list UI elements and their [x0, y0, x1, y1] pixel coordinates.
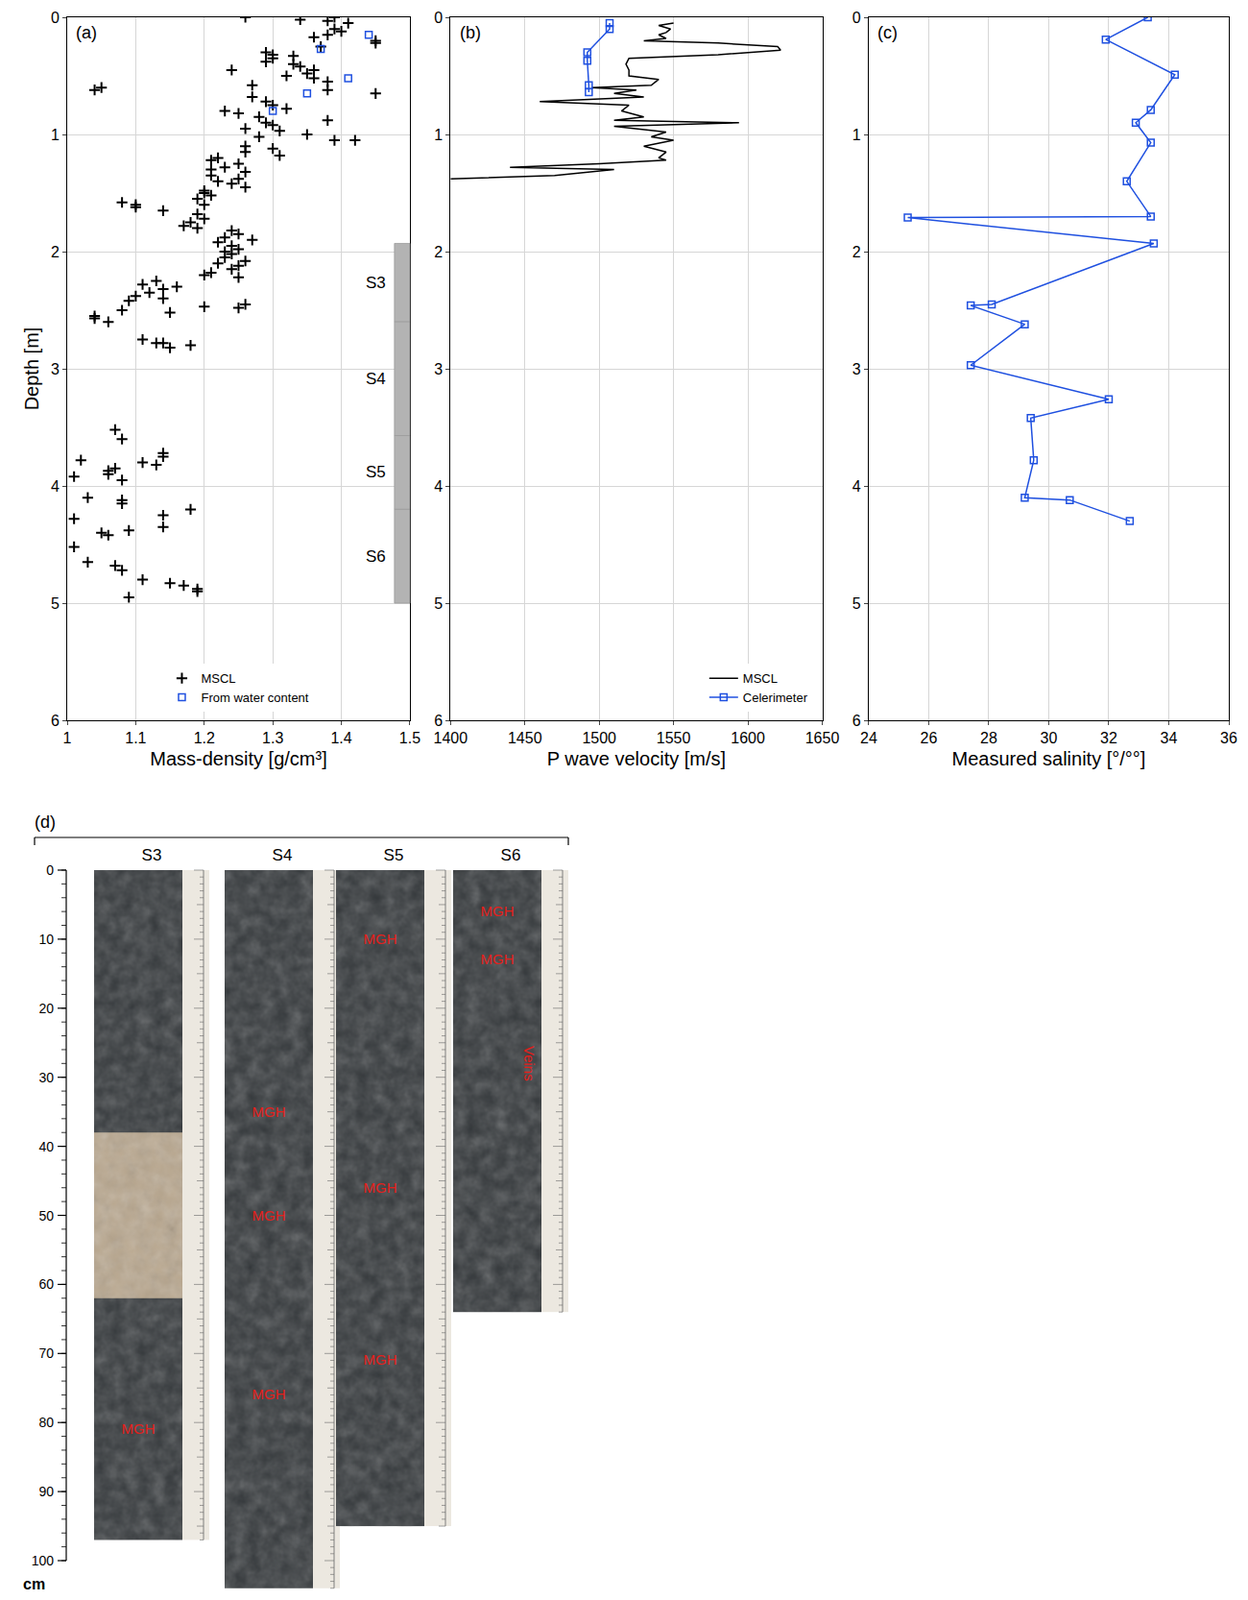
- svg-text:3: 3: [50, 360, 60, 378]
- svg-text:MSCL: MSCL: [200, 671, 236, 686]
- svg-text:S4: S4: [365, 369, 386, 388]
- svg-text:50: 50: [38, 1207, 54, 1224]
- svg-text:S6: S6: [501, 845, 522, 864]
- svg-text:0: 0: [50, 9, 60, 26]
- svg-text:MGH: MGH: [252, 1103, 287, 1120]
- svg-text:5: 5: [852, 595, 862, 612]
- svg-text:S4: S4: [272, 845, 293, 864]
- svg-text:80: 80: [38, 1414, 54, 1430]
- svg-text:S5: S5: [365, 462, 386, 481]
- svg-text:1.1: 1.1: [124, 729, 146, 746]
- svg-text:3: 3: [852, 360, 862, 378]
- svg-text:0: 0: [433, 9, 443, 26]
- svg-text:0: 0: [46, 862, 54, 878]
- svg-text:MGH: MGH: [480, 950, 515, 967]
- svg-text:2: 2: [852, 243, 862, 261]
- svg-text:(b): (b): [459, 23, 481, 43]
- svg-text:10: 10: [38, 931, 54, 947]
- svg-text:90: 90: [38, 1483, 54, 1499]
- svg-text:P wave velocity [m/s]: P wave velocity [m/s]: [547, 747, 726, 769]
- svg-text:34: 34: [1160, 729, 1178, 746]
- svg-text:4: 4: [433, 478, 443, 495]
- svg-text:24: 24: [860, 729, 878, 746]
- svg-text:60: 60: [38, 1275, 54, 1292]
- svg-text:1500: 1500: [581, 729, 617, 746]
- svg-text:2: 2: [50, 243, 60, 261]
- svg-text:5: 5: [433, 595, 443, 612]
- svg-text:1450: 1450: [507, 729, 543, 746]
- svg-text:1.5: 1.5: [399, 729, 421, 746]
- svg-text:1: 1: [433, 126, 443, 144]
- svg-text:36: 36: [1220, 729, 1238, 746]
- svg-text:4: 4: [50, 478, 60, 495]
- svg-text:1400: 1400: [433, 729, 469, 746]
- svg-text:S6: S6: [365, 547, 386, 566]
- svg-text:1: 1: [50, 126, 60, 144]
- svg-text:1650: 1650: [805, 729, 840, 746]
- svg-text:MGH: MGH: [480, 902, 515, 919]
- svg-text:Depth [m]: Depth [m]: [21, 327, 43, 411]
- svg-text:1.3: 1.3: [262, 729, 284, 746]
- svg-text:1: 1: [63, 729, 72, 746]
- svg-text:0: 0: [852, 9, 862, 26]
- svg-text:6: 6: [50, 712, 60, 729]
- svg-text:40: 40: [38, 1138, 54, 1154]
- svg-text:Measured salinity [°/°°]: Measured salinity [°/°°]: [952, 747, 1147, 769]
- svg-text:MGH: MGH: [363, 1178, 398, 1196]
- svg-text:(a): (a): [75, 23, 97, 43]
- svg-text:S3: S3: [365, 273, 386, 292]
- svg-text:MGH: MGH: [121, 1419, 156, 1437]
- svg-text:(c): (c): [877, 23, 898, 43]
- svg-text:30: 30: [38, 1069, 54, 1085]
- svg-text:1550: 1550: [656, 729, 692, 746]
- svg-text:1600: 1600: [730, 729, 766, 746]
- svg-text:1.2: 1.2: [193, 729, 216, 746]
- svg-text:32: 32: [1100, 729, 1118, 746]
- svg-text:1: 1: [852, 126, 862, 144]
- svg-text:30: 30: [1040, 729, 1058, 746]
- svg-text:(d): (d): [34, 812, 56, 832]
- svg-text:20: 20: [38, 1000, 54, 1016]
- svg-text:MSCL: MSCL: [743, 671, 778, 686]
- svg-text:26: 26: [920, 729, 938, 746]
- svg-text:MGH: MGH: [252, 1385, 287, 1402]
- svg-text:100: 100: [31, 1552, 55, 1568]
- svg-text:2: 2: [433, 243, 443, 261]
- svg-text:70: 70: [38, 1344, 54, 1361]
- svg-text:Veins: Veins: [521, 1045, 538, 1081]
- svg-text:6: 6: [433, 712, 443, 729]
- svg-text:cm: cm: [23, 1575, 46, 1592]
- svg-text:MGH: MGH: [252, 1206, 287, 1224]
- svg-text:5: 5: [50, 595, 60, 612]
- svg-text:3: 3: [433, 360, 443, 378]
- svg-text:4: 4: [852, 478, 862, 495]
- svg-text:MGH: MGH: [363, 1350, 398, 1368]
- svg-text:28: 28: [980, 729, 998, 746]
- svg-text:6: 6: [852, 712, 862, 729]
- svg-text:S5: S5: [384, 845, 405, 864]
- svg-text:From water content: From water content: [200, 690, 309, 705]
- svg-text:S3: S3: [142, 845, 163, 864]
- svg-text:MGH: MGH: [363, 930, 398, 947]
- svg-text:1.4: 1.4: [330, 729, 352, 746]
- svg-text:Mass-density [g/cm³]: Mass-density [g/cm³]: [149, 747, 327, 769]
- svg-text:Celerimeter: Celerimeter: [743, 690, 809, 705]
